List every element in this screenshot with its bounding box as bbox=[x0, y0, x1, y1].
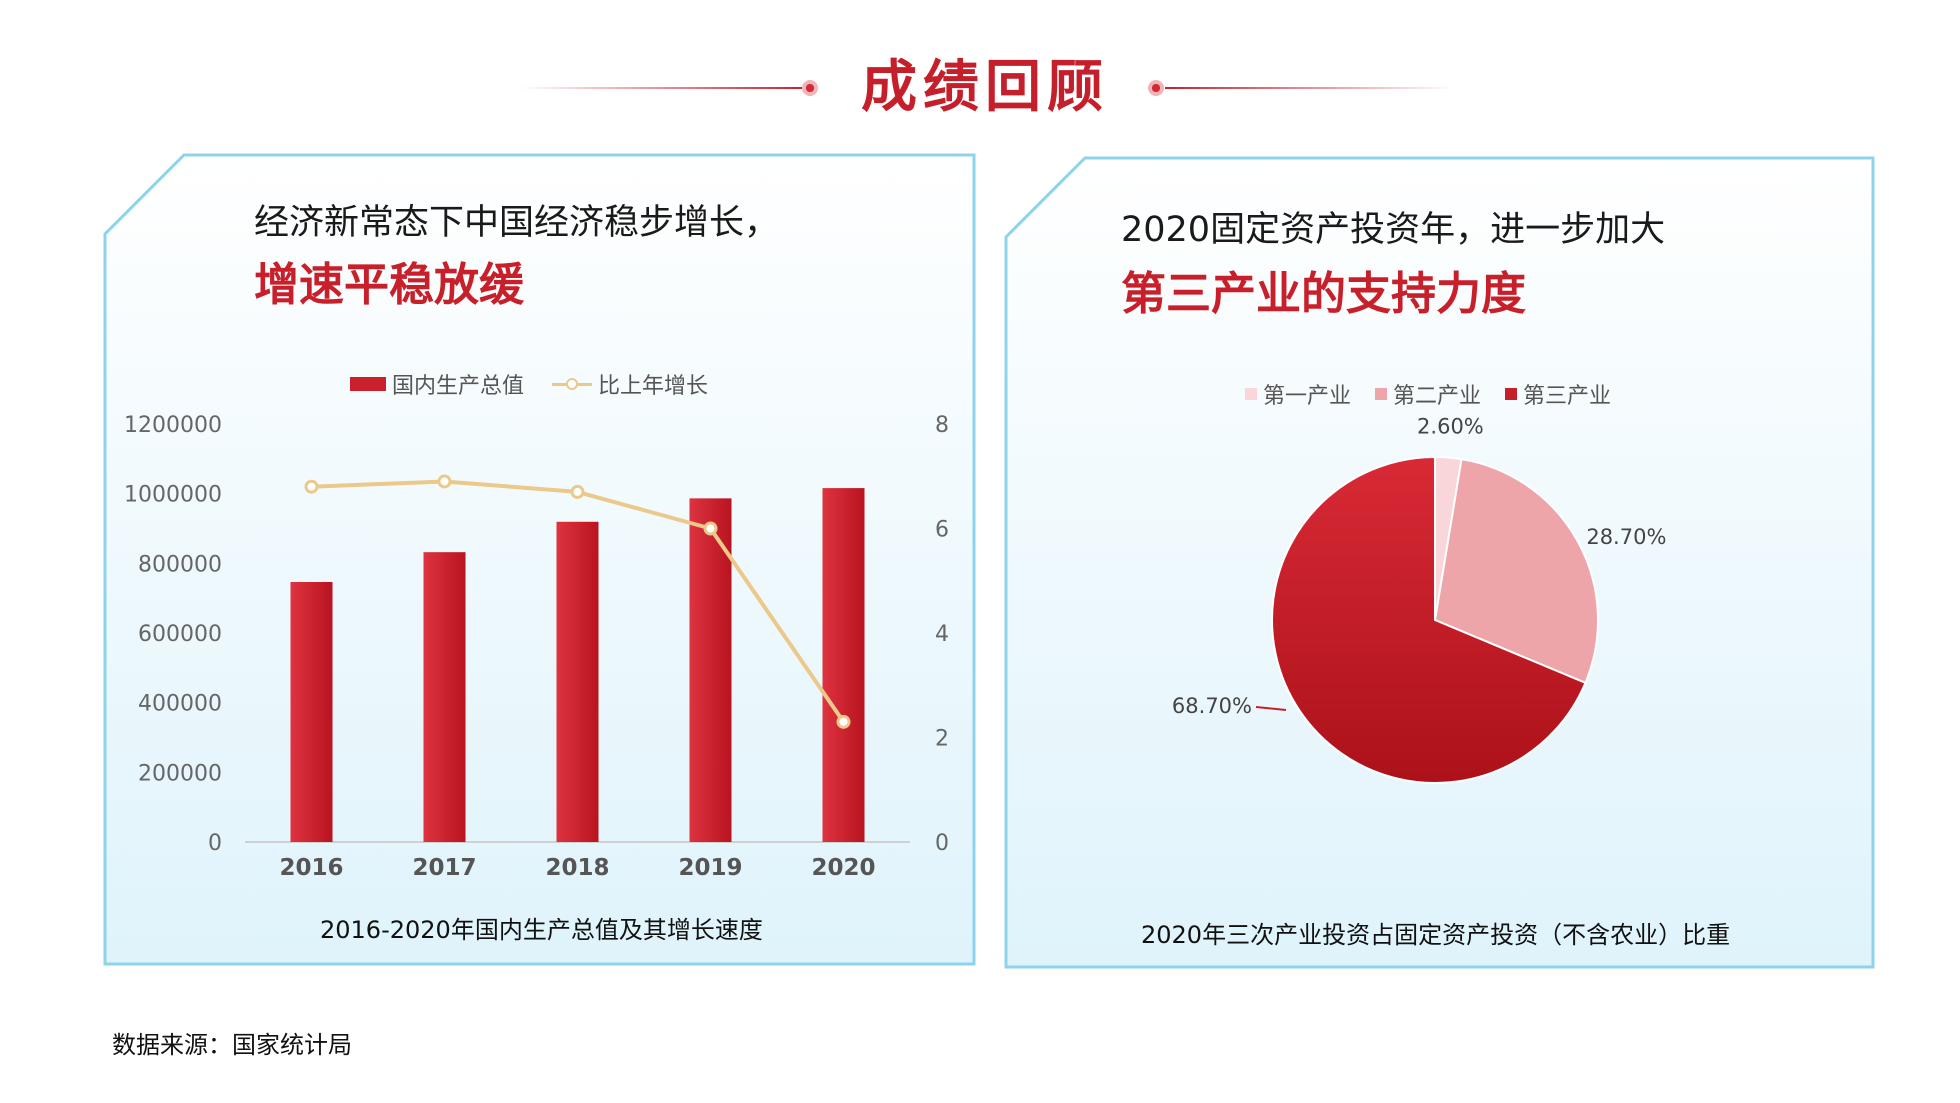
x-tick-label: 2016 bbox=[279, 855, 343, 881]
x-tick-label: 2018 bbox=[545, 855, 609, 881]
y-left-tick-label: 1000000 bbox=[124, 483, 222, 508]
gdp-panel-subtitle: 增速平稳放缓 bbox=[254, 258, 525, 311]
legend-swatch-primary bbox=[1245, 388, 1257, 400]
header-dot-left bbox=[802, 80, 818, 96]
legend-label-tertiary: 第三产业 bbox=[1523, 384, 1612, 409]
pie-value-label: 68.70% bbox=[1172, 694, 1252, 718]
legend-item-secondary: 第二产业 bbox=[1375, 378, 1481, 410]
legend-item-tertiary: 第三产业 bbox=[1505, 378, 1611, 410]
y-left-tick-label: 0 bbox=[208, 831, 222, 856]
legend-item-primary: 第一产业 bbox=[1245, 378, 1351, 410]
growth-point bbox=[836, 714, 851, 729]
pie-chart-caption: 2020年三次产业投资占固定资产投资（不含农业）比重 bbox=[1141, 921, 1731, 949]
y-right-tick-label: 2 bbox=[935, 727, 949, 752]
pie-slice bbox=[1271, 455, 1587, 784]
pie-chart-legend: 第一产业 第二产业 第三产业 bbox=[1245, 378, 1639, 410]
investment-panel-title: 2020固定资产投资年，进一步加大 bbox=[1121, 210, 1666, 250]
header-dot-right bbox=[1148, 80, 1164, 96]
legend-label-gdp: 国内生产总值 bbox=[392, 374, 525, 399]
x-tick-label: 2017 bbox=[412, 855, 476, 881]
growth-point bbox=[570, 484, 585, 499]
pie-value-label: 2.60% bbox=[1417, 415, 1484, 439]
legend-item-gdp: 国内生产总值 bbox=[350, 368, 524, 400]
gdp-chart-caption: 2016-2020年国内生产总值及其增长速度 bbox=[320, 916, 763, 944]
pie-slice bbox=[1433, 458, 1599, 685]
growth-point bbox=[703, 521, 718, 536]
y-left-tick-label: 800000 bbox=[138, 552, 222, 577]
y-right-tick-label: 8 bbox=[935, 413, 949, 438]
data-source: 数据来源：国家统计局 bbox=[112, 1031, 352, 1059]
x-tick-label: 2019 bbox=[678, 855, 742, 881]
growth-point bbox=[304, 479, 319, 494]
legend-bar-swatch bbox=[350, 377, 386, 391]
legend-swatch-secondary bbox=[1375, 388, 1388, 400]
y-left-tick-label: 600000 bbox=[138, 622, 222, 647]
y-left-tick-label: 1200000 bbox=[124, 413, 222, 438]
legend-label-primary: 第一产业 bbox=[1263, 384, 1352, 409]
pie-leader-line bbox=[1255, 706, 1287, 711]
y-left-tick-label: 400000 bbox=[138, 692, 222, 717]
growth-point bbox=[437, 474, 452, 489]
legend-swatch-tertiary bbox=[1505, 388, 1518, 400]
pie-value-label: 28.70% bbox=[1586, 525, 1666, 549]
gdp-bar bbox=[290, 582, 333, 842]
page-title: 成绩回顾 bbox=[861, 54, 1109, 120]
legend-item-growth: 比上年增长 bbox=[552, 368, 708, 400]
y-left-tick-label: 200000 bbox=[138, 761, 222, 786]
pie-chart: 2.60% 28.70% 68.70% bbox=[1172, 415, 1666, 784]
y-right-tick-label: 6 bbox=[935, 518, 949, 543]
gdp-chart-legend: 国内生产总值 比上年增长 bbox=[350, 368, 736, 400]
gdp-bar bbox=[556, 521, 599, 842]
legend-label-secondary: 第二产业 bbox=[1393, 384, 1482, 409]
legend-label-growth: 比上年增长 bbox=[598, 374, 709, 399]
gdp-chart: 0 200000 400000 600000 800000 1000000 1200000 0… bbox=[124, 413, 949, 881]
header-line-right bbox=[1165, 87, 1455, 89]
x-tick-label: 2020 bbox=[811, 855, 875, 881]
y-right-tick-label: 0 bbox=[935, 831, 949, 856]
investment-panel-subtitle: 第三产业的支持力度 bbox=[1121, 267, 1527, 320]
header-line-left bbox=[520, 87, 805, 89]
gdp-panel-title: 经济新常态下中国经济稳步增长， bbox=[254, 203, 780, 243]
gdp-bar bbox=[822, 488, 865, 842]
gdp-bar bbox=[423, 552, 466, 842]
y-right-tick-label: 4 bbox=[935, 622, 949, 647]
gdp-bar bbox=[689, 498, 732, 842]
legend-line-swatch bbox=[552, 378, 593, 390]
